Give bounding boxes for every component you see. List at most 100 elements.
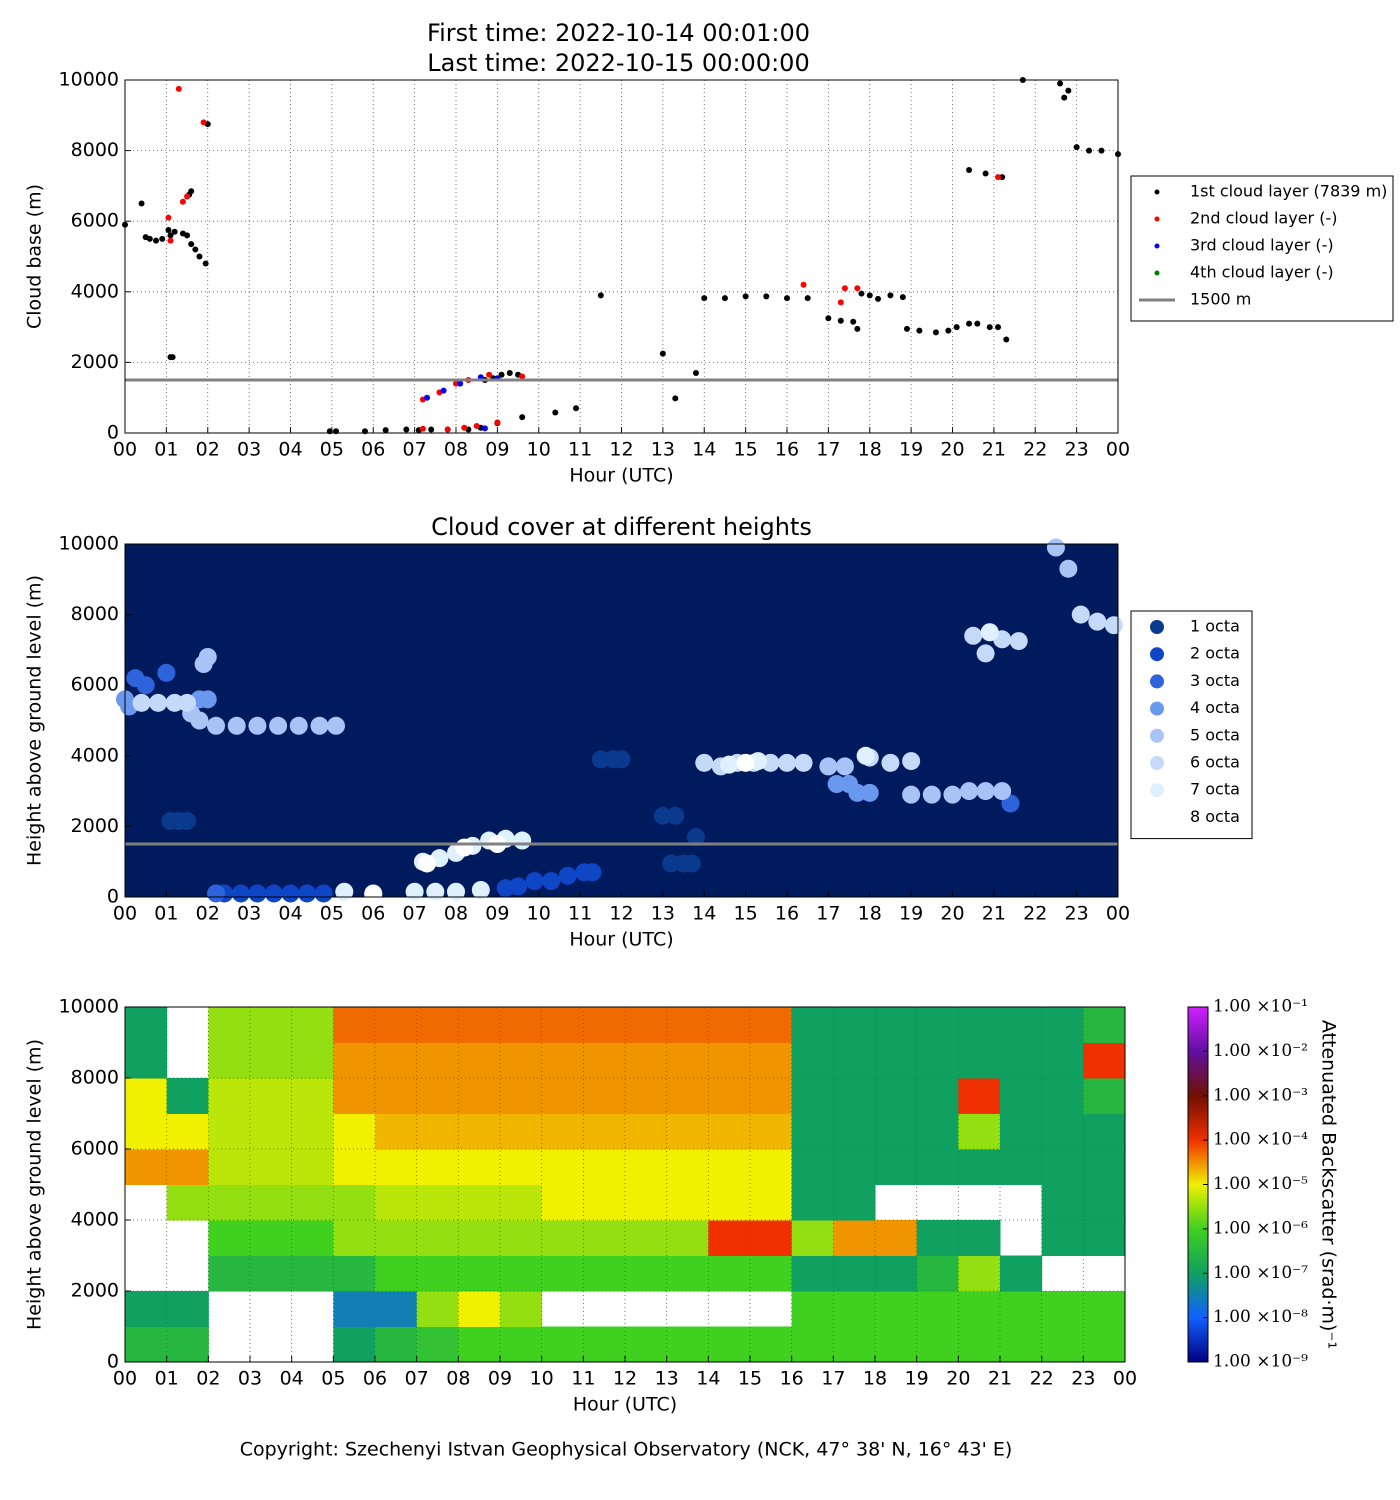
heatmap-cell [416,1149,459,1185]
x-tick-label: 06 [361,903,385,925]
heatmap-cell [208,1078,251,1114]
data-point [858,290,865,297]
colorbar-tick-label: 1.00 ×10⁻¹ [1213,997,1308,1017]
legend-label: 2 octa [1190,644,1240,663]
x-tick-label: 18 [863,1368,887,1390]
data-point [841,285,848,292]
data-point [453,380,459,387]
y-tick-label: 2000 [71,351,119,373]
data-point [207,884,226,903]
data-point [976,644,995,663]
heatmap-cell [625,1078,668,1114]
data-point [986,324,993,331]
data-point [461,424,468,431]
heatmap-cell [666,1149,709,1185]
heatmap-cell [1000,1007,1043,1043]
x-tick-label: 19 [905,1368,929,1390]
heatmap-cell [666,1326,709,1363]
heatmap-cell [458,1007,501,1043]
data-point [1009,632,1028,651]
heatmap-cell [458,1042,501,1079]
x-tick-label: 11 [568,903,592,925]
data-point [953,324,960,331]
x-tick-label: 04 [278,439,302,461]
x-tick-label: 14 [692,439,716,461]
heatmap-cell [958,1007,1001,1043]
heatmap-cell [166,1184,209,1221]
data-point [572,405,579,412]
heatmap-cell [291,1255,334,1292]
colorbar-tick-label: 1.00 ×10⁻⁸ [1213,1307,1308,1327]
heatmap-cell [1000,1042,1043,1079]
heatmap-cell [375,1007,418,1043]
x-tick-label: 19 [899,439,923,461]
data-point [837,299,844,306]
heatmap-cell [791,1255,834,1292]
heatmap-cell [500,1113,543,1150]
heatmap-cell [750,1184,793,1221]
heatmap-cell [375,1149,418,1185]
heatmap-cell [791,1113,834,1150]
data-point [327,716,346,735]
heatmap-cell [166,1113,209,1150]
x-tick-label: 00 [1106,903,1130,925]
heatmap-cell [666,1078,709,1114]
heatmap-cell [1041,1291,1084,1327]
heatmap-cell [791,1184,834,1221]
data-point [666,806,685,825]
y-tick-label: 4000 [71,744,119,766]
heatmap-cell [666,1113,709,1150]
heatmap-cell [375,1078,418,1114]
data-point [875,295,882,302]
legend-label: 1st cloud layer (7839 m) [1190,182,1387,201]
heatmap-cell [458,1326,501,1363]
heatmap-cell [750,1326,793,1363]
data-point [289,716,308,735]
heatmap-cell [958,1326,1001,1363]
data-point [192,246,199,253]
heatmap-cell [333,1184,376,1221]
heatmap-cell [375,1291,418,1327]
footer: Copyright: Szechenyi Istvan Geophysical … [240,1439,1013,1461]
heatmap-cell [333,1326,376,1363]
heatmap-cell [500,1184,543,1221]
data-point [207,716,226,735]
x-tick-label: 21 [982,439,1006,461]
heatmap-cell [250,1220,293,1256]
heatmap-cell [875,1078,918,1114]
data-point [447,882,465,901]
y-tick-label: 0 [107,422,119,444]
data-point [887,292,894,299]
legend-marker [1150,783,1164,798]
heatmap-cell [958,1220,1001,1256]
data-point [686,827,705,846]
x-tick-label: 09 [485,903,509,925]
heatmap-cell [208,1184,251,1221]
heatmap-cell [1041,1113,1084,1150]
x-tick-label: 11 [568,439,592,461]
heatmap-cell [1083,1326,1126,1363]
data-point [419,425,426,432]
x-tick-label: 17 [816,903,840,925]
data-point [382,427,389,434]
data-point [943,785,962,804]
heatmap-cell [541,1255,584,1292]
heatmap-cell [333,1078,376,1114]
heatmap-cell [375,1326,418,1363]
data-point [995,174,1002,181]
data-point [848,783,867,802]
heatmap-cell [166,1078,209,1114]
data-point [190,711,209,730]
plot-background [125,544,1118,897]
data-point [519,414,526,421]
legend-marker [1150,620,1164,634]
x-tick-label: 05 [320,439,344,461]
heatmap-cell [1000,1149,1043,1185]
heatmap-cell [500,1291,543,1327]
legend-marker [1150,701,1164,716]
heatmap-cell [958,1078,1001,1114]
data-point [132,693,151,712]
y-tick-label: 8000 [71,1067,119,1089]
heatmap-cell [666,1042,709,1079]
